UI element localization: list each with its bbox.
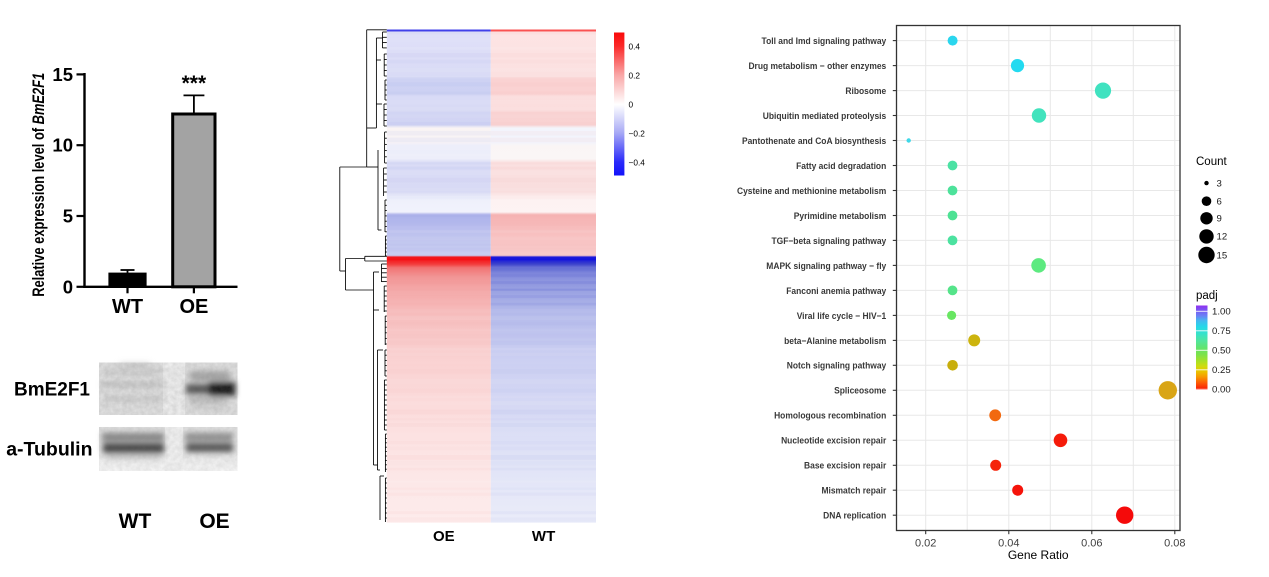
- svg-text:1.00: 1.00: [1212, 307, 1231, 318]
- svg-text:***: ***: [182, 72, 207, 95]
- svg-text:5: 5: [63, 206, 73, 227]
- svg-text:0.75: 0.75: [1212, 326, 1231, 337]
- svg-text:Ribosome: Ribosome: [845, 86, 886, 96]
- svg-text:Pantothenate and CoA biosynthe: Pantothenate and CoA biosynthesis: [742, 136, 886, 146]
- svg-text:Drug metabolism − other enzyme: Drug metabolism − other enzymes: [748, 61, 886, 71]
- svg-text:Toll and Imd signaling pathway: Toll and Imd signaling pathway: [762, 36, 887, 46]
- svg-text:9: 9: [1217, 214, 1222, 225]
- svg-text:0: 0: [629, 100, 634, 110]
- svg-text:Count: Count: [1196, 156, 1227, 168]
- svg-text:0.06: 0.06: [1081, 538, 1102, 550]
- svg-text:−0.2: −0.2: [629, 129, 646, 139]
- svg-text:Notch signaling pathway: Notch signaling pathway: [787, 360, 887, 370]
- svg-text:15: 15: [1217, 250, 1228, 261]
- svg-text:10: 10: [52, 135, 73, 156]
- svg-text:OE: OE: [433, 528, 455, 545]
- svg-text:Gene Ratio: Gene Ratio: [1008, 548, 1069, 562]
- svg-text:0.00: 0.00: [1212, 385, 1231, 396]
- svg-text:TGF−beta signaling pathway: TGF−beta signaling pathway: [771, 235, 886, 245]
- svg-text:WT: WT: [532, 528, 555, 545]
- svg-text:0.2: 0.2: [629, 70, 641, 80]
- svg-text:−0.4: −0.4: [629, 158, 646, 168]
- svg-text:padj: padj: [1196, 290, 1218, 302]
- svg-text:0.08: 0.08: [1164, 538, 1185, 550]
- svg-text:Fanconi anemia pathway: Fanconi anemia pathway: [786, 285, 886, 295]
- svg-text:15: 15: [52, 64, 73, 85]
- svg-text:a-Tubulin: a-Tubulin: [6, 439, 92, 461]
- svg-text:Cysteine and methionine metabo: Cysteine and methionine metabolism: [737, 186, 886, 196]
- svg-text:Relative expression level of B: Relative expression level of BmE2F1: [29, 73, 48, 297]
- svg-text:0.50: 0.50: [1212, 346, 1231, 357]
- svg-text:Base excision repair: Base excision repair: [804, 460, 887, 470]
- svg-text:3: 3: [1217, 178, 1222, 189]
- svg-text:WT: WT: [119, 510, 152, 533]
- svg-text:6: 6: [1217, 197, 1222, 208]
- svg-text:Viral life cycle − HIV−1: Viral life cycle − HIV−1: [797, 310, 887, 320]
- svg-text:OE: OE: [199, 510, 229, 533]
- svg-text:Pyrimidine metabolism: Pyrimidine metabolism: [794, 211, 887, 221]
- svg-text:Spliceosome: Spliceosome: [834, 385, 886, 395]
- svg-text:Ubiquitin mediated proteolysis: Ubiquitin mediated proteolysis: [763, 111, 887, 121]
- svg-text:Nucleotide excision repair: Nucleotide excision repair: [781, 435, 887, 445]
- svg-text:WT: WT: [112, 296, 143, 318]
- svg-text:0.4: 0.4: [629, 41, 641, 51]
- svg-text:12: 12: [1217, 232, 1228, 243]
- svg-text:BmE2F1: BmE2F1: [14, 380, 90, 401]
- svg-text:Fatty acid degradation: Fatty acid degradation: [796, 161, 886, 171]
- svg-text:beta−Alanine metabolism: beta−Alanine metabolism: [784, 335, 886, 345]
- svg-text:0.04: 0.04: [998, 538, 1019, 550]
- svg-text:Homologous recombination: Homologous recombination: [774, 410, 886, 420]
- svg-text:MAPK signaling pathway − fly: MAPK signaling pathway − fly: [766, 260, 886, 270]
- svg-text:0.02: 0.02: [915, 538, 936, 550]
- svg-text:0.25: 0.25: [1212, 365, 1231, 376]
- svg-text:OE: OE: [179, 296, 208, 318]
- svg-text:0: 0: [63, 276, 73, 297]
- svg-text:DNA replication: DNA replication: [823, 510, 886, 520]
- svg-text:Mismatch repair: Mismatch repair: [821, 485, 886, 495]
